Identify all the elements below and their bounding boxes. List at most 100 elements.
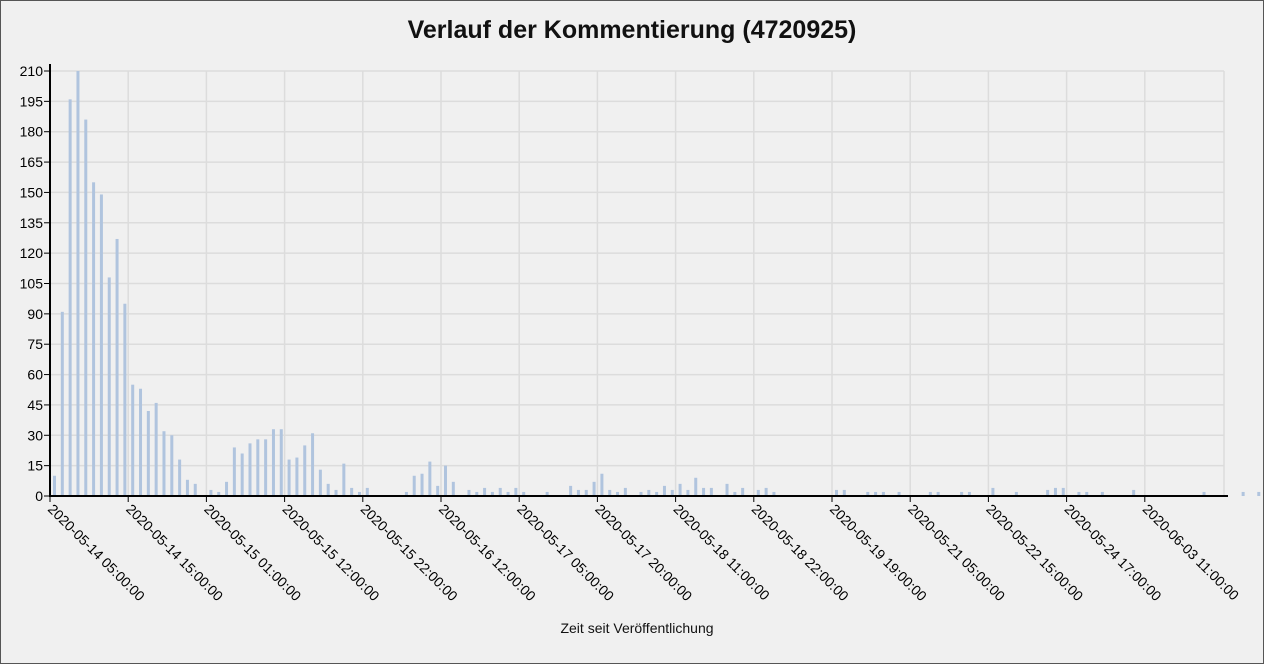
bar <box>279 429 283 496</box>
bar <box>92 182 96 497</box>
bar <box>60 311 64 496</box>
bar <box>842 489 846 496</box>
bar <box>240 453 244 496</box>
bar <box>350 487 354 496</box>
bar <box>451 481 455 496</box>
bar <box>209 489 213 496</box>
y-tick-label: 210 <box>20 63 44 79</box>
bar <box>866 491 870 496</box>
bar <box>264 439 268 496</box>
bar <box>193 483 197 496</box>
bar <box>303 445 307 496</box>
bar <box>608 489 612 496</box>
y-tick-label: 180 <box>20 124 44 140</box>
bar <box>897 491 901 496</box>
bar <box>1132 489 1136 496</box>
bar <box>655 491 659 496</box>
bar <box>1046 489 1050 496</box>
bar <box>232 447 236 496</box>
bar <box>68 99 72 496</box>
bar <box>686 489 690 496</box>
bar <box>53 475 56 496</box>
bar <box>178 459 182 496</box>
bar <box>162 431 166 496</box>
bar <box>287 459 291 496</box>
bar <box>428 461 432 496</box>
bar <box>131 384 135 496</box>
y-tick-label: 75 <box>27 336 43 352</box>
bar <box>123 303 127 496</box>
bar <box>623 487 627 496</box>
bar <box>185 479 189 496</box>
axes <box>49 64 1228 497</box>
bar <box>498 487 502 496</box>
bar-series <box>53 71 1261 497</box>
bar <box>318 469 322 496</box>
bar <box>76 71 80 496</box>
bar <box>84 119 88 497</box>
x-axis-label: Zeit seit Veröffentlichung <box>560 620 714 636</box>
bar <box>154 402 158 496</box>
bar <box>475 491 479 496</box>
bar <box>733 491 737 496</box>
y-tick-label: 105 <box>20 276 44 292</box>
bar <box>647 489 651 496</box>
chart-title: Verlauf der Kommentierung (4720925) <box>407 16 857 44</box>
y-tick-label: 15 <box>27 458 43 474</box>
bar <box>662 485 666 496</box>
y-tick-label: 135 <box>20 215 44 231</box>
bar <box>960 491 964 496</box>
bar <box>99 194 103 496</box>
bar <box>967 491 971 496</box>
bar <box>874 491 878 496</box>
bar <box>772 491 776 496</box>
bar <box>678 483 682 496</box>
y-tick-label: 90 <box>27 306 43 322</box>
bar <box>225 481 229 496</box>
bar <box>115 238 119 496</box>
bar <box>616 491 620 496</box>
bar <box>444 465 447 496</box>
grid-lines <box>49 70 1225 497</box>
bar <box>592 481 596 496</box>
bar <box>146 411 150 496</box>
bar <box>404 491 408 496</box>
bar <box>139 388 143 496</box>
bar <box>107 277 111 496</box>
y-tick-label: 30 <box>27 427 43 443</box>
bar <box>1085 491 1089 496</box>
bar <box>295 457 299 496</box>
bar <box>694 477 698 496</box>
bar <box>490 491 494 496</box>
bar <box>600 473 604 496</box>
bar <box>326 483 330 496</box>
bar <box>217 491 221 496</box>
bar <box>881 491 885 496</box>
y-tick-label: 195 <box>20 93 44 109</box>
bar <box>420 473 424 496</box>
bar <box>334 489 338 496</box>
bar <box>248 443 252 496</box>
bar <box>1257 491 1261 496</box>
bar <box>670 489 674 496</box>
bar <box>709 487 713 496</box>
y-axis-ticks: 0 15 30 45 60 75 90 105 120 135 150 165 180 195 210 <box>20 63 50 504</box>
bar <box>1061 487 1065 496</box>
bar <box>545 491 549 496</box>
bar <box>725 483 729 496</box>
bar <box>522 491 526 496</box>
y-tick-label: 45 <box>27 397 43 413</box>
bar <box>467 489 471 496</box>
bar <box>991 487 995 496</box>
bar <box>835 489 838 496</box>
bar <box>764 487 768 496</box>
bar <box>1014 491 1018 496</box>
y-tick-label: 165 <box>20 154 44 170</box>
bar <box>357 491 361 496</box>
bar <box>271 429 275 496</box>
bar <box>170 435 174 496</box>
bar <box>756 489 760 496</box>
bar <box>1100 491 1104 496</box>
